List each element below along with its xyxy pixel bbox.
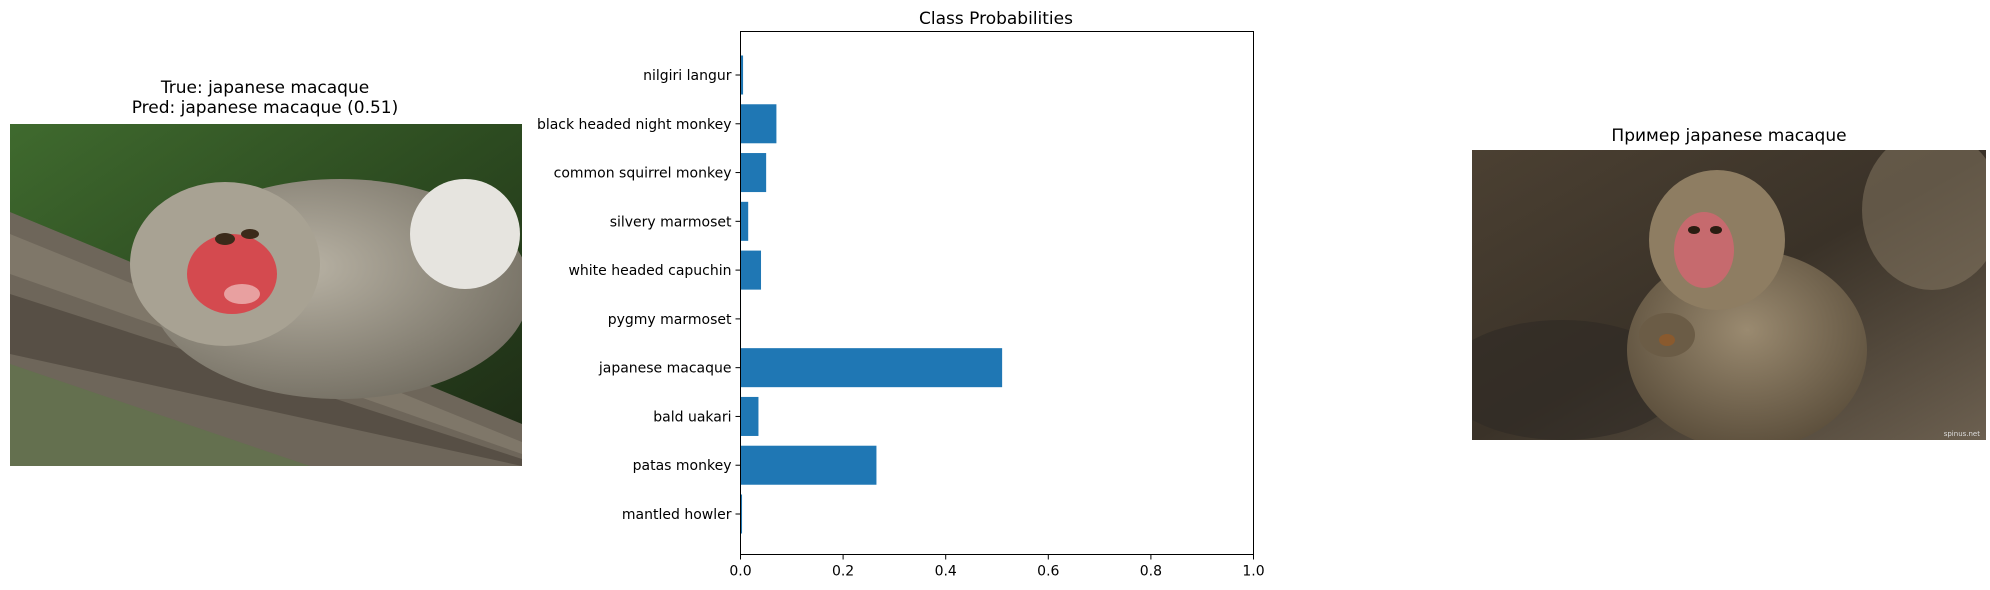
x-tick-label: 0.2 — [832, 564, 854, 580]
monkey-photo-icon: spinus.net — [1472, 150, 1986, 440]
left-title-line1: True: japanese macaque — [160, 78, 370, 98]
x-tick-label: 0.0 — [729, 564, 751, 580]
bar-common-squirrel-monkey — [740, 153, 767, 193]
y-tick-label: pygmy marmoset — [608, 312, 732, 328]
bar-japanese-macaque — [740, 348, 1003, 388]
bar-patas-monkey — [740, 445, 877, 485]
y-tick-label: japanese macaque — [598, 361, 732, 377]
y-tick-label: nilgiri langur — [643, 68, 732, 84]
true-sample-photo — [10, 124, 522, 466]
chart-title: Class Probabilities — [919, 9, 1073, 29]
y-tick-label: bald uakari — [653, 409, 731, 425]
y-tick-label: patas monkey — [633, 458, 732, 474]
y-tick-label: common squirrel monkey — [554, 166, 732, 182]
y-tick-label: black headed night monkey — [537, 117, 732, 133]
x-tick-label: 0.6 — [1037, 564, 1059, 580]
bar-nilgiri-langur — [740, 55, 744, 95]
x-tick-label: 0.4 — [935, 564, 957, 580]
y-tick-label: white headed capuchin — [568, 263, 731, 279]
left-title-line2: Pred: japanese macaque (0.51) — [131, 98, 399, 118]
monkey-photo-icon — [10, 124, 522, 466]
example-photo: spinus.net — [1472, 150, 1986, 440]
bar-mantled-howler — [740, 494, 743, 534]
x-tick-label: 1.0 — [1242, 564, 1264, 580]
right-title: Пример japanese macaque — [1611, 126, 1847, 146]
y-tick-label: mantled howler — [622, 507, 732, 523]
bar-silvery-marmoset — [740, 201, 749, 241]
bar-bald-uakari — [740, 396, 759, 436]
watermark: spinus.net — [1944, 430, 1981, 438]
x-tick-label: 0.8 — [1140, 564, 1162, 580]
plot-frame — [740, 31, 1254, 555]
bar-white-headed-capuchin — [740, 250, 762, 290]
bar-black-headed-night-monkey — [740, 104, 777, 144]
y-tick-label: silvery marmoset — [610, 214, 732, 230]
